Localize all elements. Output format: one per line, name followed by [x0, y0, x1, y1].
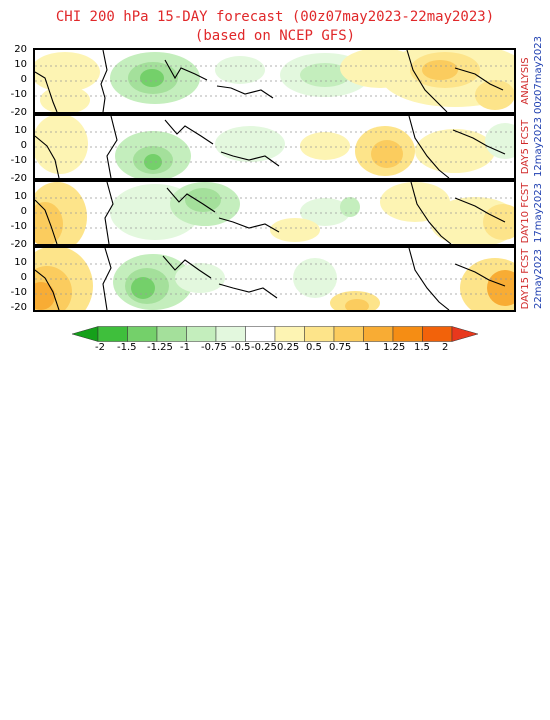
- colorbar-swatch: [392, 326, 423, 342]
- y-tick: 0: [20, 272, 27, 283]
- map-panel-day10: [33, 180, 516, 246]
- colorbar: [72, 326, 478, 342]
- y-tick: 20: [14, 44, 27, 55]
- panel-label-day5: DAY5 FCST: [520, 119, 531, 175]
- panel-date-analysis: 00z07may2023: [533, 36, 544, 114]
- chart-subtitle: (based on NCEP GFS): [194, 28, 356, 44]
- anomaly-fill: [35, 50, 514, 112]
- coastlines: [35, 182, 506, 244]
- y-tick: -20: [10, 302, 27, 313]
- panel-label-day10: DAY10 FCST: [520, 182, 531, 244]
- coastlines: [35, 116, 506, 178]
- y-tick: 0: [20, 140, 27, 151]
- colorbar-swatch: [215, 326, 246, 342]
- colorbar-swatch: [304, 326, 335, 342]
- y-tick: 10: [14, 125, 27, 136]
- colorbar-label: 1.5: [414, 342, 430, 353]
- y-tick: 10: [14, 59, 27, 70]
- panel-label-analysis: ANALYSIS: [520, 57, 531, 105]
- colorbar-label: -1: [180, 342, 190, 353]
- panel-label-day15: DAY15 FCST: [520, 248, 531, 310]
- coastlines: [35, 50, 504, 112]
- y-tick: 0: [20, 206, 27, 217]
- y-tick: -10: [10, 89, 27, 100]
- map-panel-day5: [33, 114, 516, 180]
- colorbar-swatch: [245, 326, 276, 342]
- chart-title: CHI 200 hPa 15-DAY forecast (00z07may202…: [55, 9, 495, 25]
- gridlines: [35, 263, 514, 295]
- colorbar-swatch: [333, 326, 364, 342]
- colorbar-swatch: [422, 326, 453, 342]
- y-tick: 0: [20, 74, 27, 85]
- colorbar-swatch: [156, 326, 187, 342]
- colorbar-label: 2: [442, 342, 449, 353]
- colorbar-label: -0.5: [231, 342, 251, 353]
- y-tick: -20: [10, 239, 27, 250]
- colorbar-swatch: [451, 326, 478, 342]
- colorbar-label: -0.75: [201, 342, 227, 353]
- y-tick: -10: [10, 287, 27, 298]
- colorbar-label: -0.25: [251, 342, 277, 353]
- colorbar-swatch: [274, 326, 305, 342]
- colorbar-label: -1.25: [147, 342, 173, 353]
- y-tick: 10: [14, 191, 27, 202]
- panel-date-day5: 12may2023: [533, 117, 544, 177]
- panel-date-day10: 17may2023: [533, 183, 544, 243]
- y-tick: 10: [14, 257, 27, 268]
- coastlines: [35, 248, 506, 310]
- colorbar-label: 0.25: [277, 342, 300, 353]
- colorbar-swatch: [363, 326, 394, 342]
- colorbar-label: 0.75: [329, 342, 352, 353]
- anomaly-fill: [35, 116, 514, 178]
- colorbar-swatch: [97, 326, 128, 342]
- colorbar-label: 1: [364, 342, 371, 353]
- colorbar-swatch: [186, 326, 217, 342]
- colorbar-swatch: [72, 326, 99, 342]
- y-tick: -10: [10, 155, 27, 166]
- panel-date-day15: 22may2023: [533, 249, 544, 309]
- colorbar-swatch: [127, 326, 158, 342]
- colorbar-label: 0.5: [306, 342, 322, 353]
- colorbar-label: -1.5: [117, 342, 137, 353]
- colorbar-label: 1.25: [383, 342, 406, 353]
- y-tick: -10: [10, 221, 27, 232]
- colorbar-label: -2: [95, 342, 105, 353]
- y-tick: -20: [10, 173, 27, 184]
- map-panel-day15: [33, 246, 516, 312]
- map-panel-analysis: [33, 48, 516, 114]
- y-tick: -20: [10, 107, 27, 118]
